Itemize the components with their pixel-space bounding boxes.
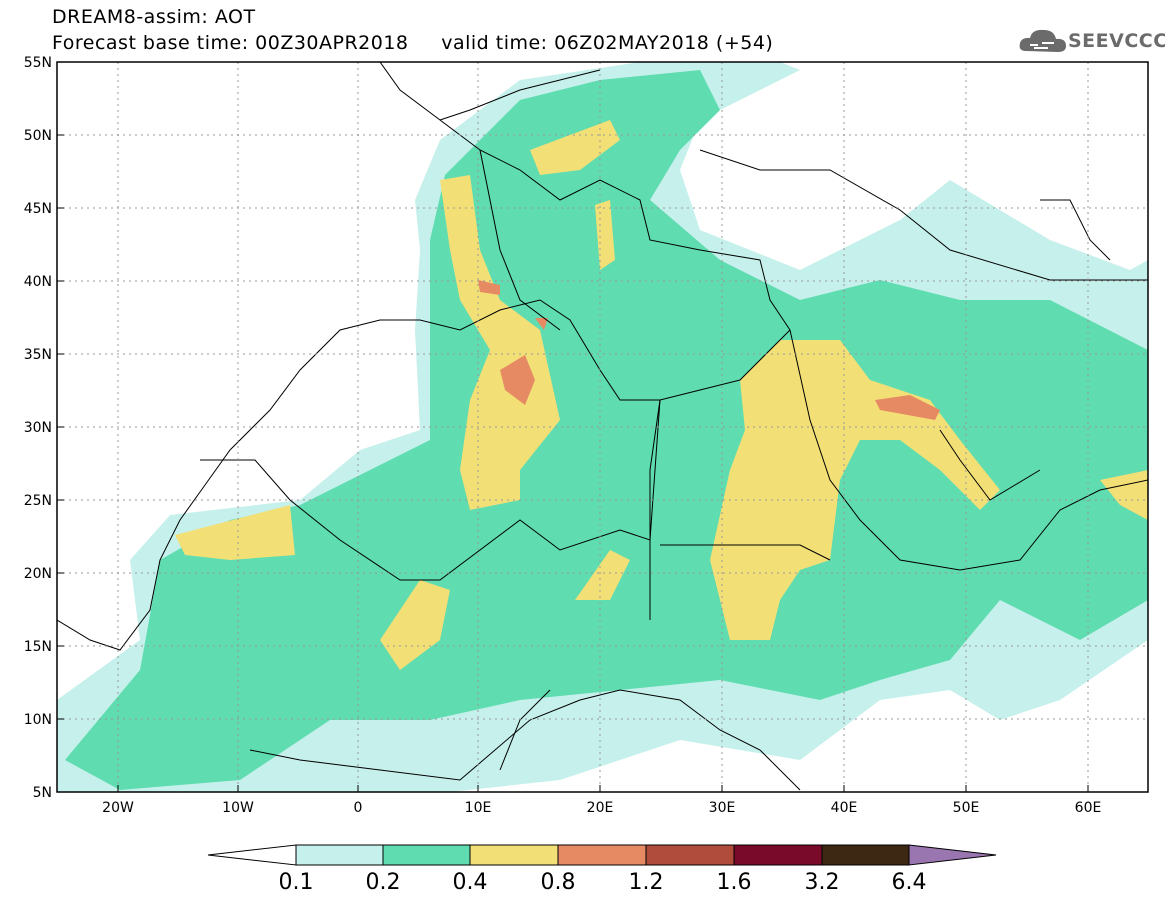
colorbar-swatch [295,844,384,866]
lat-label: 30N [24,420,52,436]
lon-label: 60E [1075,800,1102,816]
lat-label: 20N [24,566,52,582]
colorbar-over-triangle [908,844,997,866]
lat-label: 5N [33,785,52,801]
colorbar-label: 6.4 [891,870,927,895]
lat-label: 25N [24,493,52,509]
grid-lines [57,62,1148,792]
colorbar-swatch [469,844,559,866]
lon-label: 50E [953,800,980,816]
logo-text: SEEVCCC [1068,30,1165,52]
lon-label: 10E [465,800,492,816]
axis-ticks [57,134,1089,792]
lat-label: 50N [24,128,52,144]
lat-label: 45N [24,201,52,217]
lon-label: 0 [354,800,363,816]
colorbar-swatch [821,844,910,866]
aot-contours [57,62,1148,792]
colorbar [207,844,997,866]
colorbar-under-triangle [207,844,297,866]
colorbar-label: 1.6 [716,870,752,895]
colorbar-swatch [557,844,647,866]
colorbar-label: 0.1 [278,870,314,895]
cloud-icon [1019,29,1066,52]
colorbar-swatch [382,844,471,866]
lon-label: 20E [587,800,614,816]
colorbar-label: 0.2 [365,870,401,895]
colorbar-label: 0.4 [452,870,488,895]
longitude-labels: 20W 10W 0 10E 20E 30E 40E 50E 60E [102,800,1101,816]
lat-label: 10N [24,712,52,728]
colorbar-label: 0.8 [540,870,576,895]
lat-label: 15N [24,639,52,655]
latitude-labels: 55N 50N 45N 40N 35N 30N 25N 20N 15N 10N … [24,55,52,801]
map-title: DREAM8-assim: AOT [52,6,256,28]
forecast-time-line: Forecast base time: 00Z30APR2018 valid t… [52,32,774,54]
lon-label: 40E [831,800,858,816]
colorbar-swatch [733,844,823,866]
colorbar-swatch [645,844,735,866]
lat-label: 40N [24,274,52,290]
lon-label: 30E [709,800,736,816]
lon-label: 20W [102,800,134,816]
colorbar-label: 1.2 [628,870,664,895]
lat-label: 55N [24,55,52,71]
lon-label: 10W [222,800,254,816]
colorbar-label: 3.2 [804,870,840,895]
lat-label: 35N [24,347,52,363]
coastlines [57,62,1148,791]
